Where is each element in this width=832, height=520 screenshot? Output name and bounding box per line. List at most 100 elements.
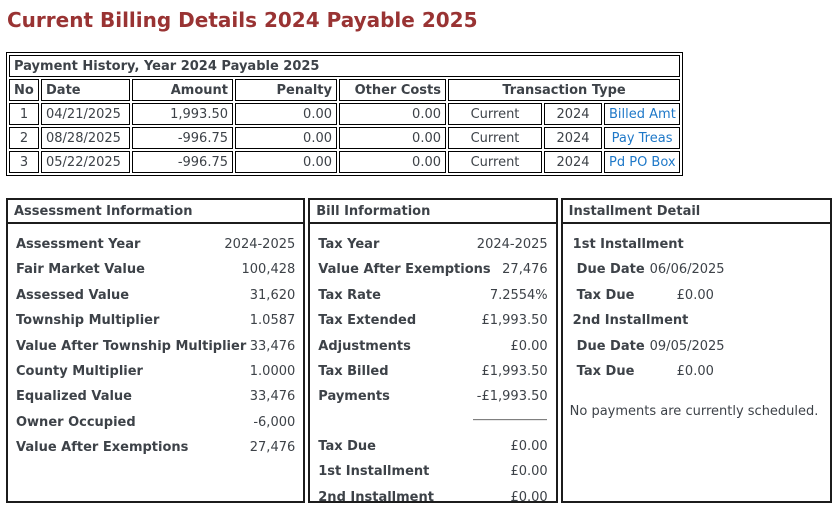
table-row: 2 08/28/2025 -996.75 0.00 0.00 Current 2… [9,127,681,149]
row-value: £0.00 [510,438,548,454]
cell-penalty: 0.00 [235,103,337,125]
row-label: Fair Market Value [16,262,145,278]
row-label: Equalized Value [16,389,132,405]
row-label: Assessed Value [16,287,130,303]
col-header-penalty: Penalty [235,79,337,101]
row-label: County Multiplier [16,364,143,380]
assessment-row: Value After Exemptions 27,476 [14,435,297,460]
row-label: Adjustments [318,338,411,354]
cell-other-costs: 0.00 [339,127,446,149]
row-value: 2024-2025 [476,237,548,252]
row-label: Tax Year [318,237,380,252]
cell-no: 3 [9,151,39,173]
tax-due-label: Tax Due [576,287,635,303]
no-payments-note: No payments are currently scheduled. [569,404,819,420]
col-header-date: Date [41,79,130,101]
due-date-row: Due Date 06/06/2025 [569,257,824,282]
assessment-row: County Multiplier 1.0000 [14,359,297,384]
row-value: -£1,993.50 [476,389,548,405]
row-value: 7.2554% [489,287,548,303]
row-value: 33,476 [249,389,296,405]
tax-due-label: Tax Due [576,364,635,380]
installment-detail-panel: Installment Detail 1st Installment Due D… [560,198,832,503]
due-date-value: 09/05/2025 [649,338,725,354]
cell-transaction-status: Current [448,103,542,125]
row-value: 2024-2025 [224,237,296,252]
bill-row: 2nd Installment £0.00 [316,485,549,510]
row-value: 27,476 [249,440,296,456]
row-label: Tax Rate [318,287,381,303]
bill-row: Tax Billed £1,993.50 [316,359,549,384]
assessment-row: Fair Market Value 100,428 [14,257,297,282]
row-value: £0.00 [510,338,548,354]
page-title: Current Billing Details 2024 Payable 202… [7,8,478,32]
payment-history-title: Payment History, Year 2024 Payable 2025 [9,55,681,77]
bill-row: Payments -£1,993.50 [316,384,549,409]
row-value: -6,000 [253,414,296,430]
row-value: 27,476 [502,262,548,278]
row-label: 1st Installment [318,464,430,480]
tax-due-value: £0.00 [676,287,714,303]
row-label: Tax Extended [318,313,417,329]
col-header-other-costs: Other Costs [339,79,446,101]
bill-row: 1st Installment £0.00 [316,459,549,484]
row-label: Payments [318,389,390,405]
row-label: 2nd Installment [318,489,434,505]
row-value: £0.00 [510,489,548,505]
row-value: 1.0587 [249,313,296,329]
tax-due-value: £0.00 [676,364,714,380]
col-header-no: No [9,79,39,101]
row-label: Tax Billed [318,364,389,380]
tax-due-row: Tax Due £0.00 [569,359,824,384]
installment-panel-title: Installment Detail [562,200,830,224]
bill-row: Tax Due £0.00 [316,434,549,459]
cell-transaction-status: Current [448,151,542,173]
bill-row: Tax Extended £1,993.50 [316,308,549,333]
payment-history-table: Payment History, Year 2024 Payable 2025 … [6,52,684,176]
row-label: Tax Due [318,438,377,454]
payments-total-divider [472,418,547,421]
due-date-label: Due Date [576,338,645,354]
assessment-row: Assessment Year 2024-2025 [14,232,297,257]
detail-panels: Assessment Information Assessment Year 20… [6,198,832,505]
cell-date: 05/22/2025 [41,151,130,173]
row-label: Township Multiplier [16,313,160,329]
cell-transaction-year: 2024 [544,127,602,149]
cell-other-costs: 0.00 [339,151,446,173]
cell-other-costs: 0.00 [339,103,446,125]
due-date-value: 06/06/2025 [649,262,725,278]
due-date-row: Due Date 09/05/2025 [569,334,824,359]
assessment-row: Value After Township Multiplier 33,476 [14,334,297,359]
cell-penalty: 0.00 [235,151,337,173]
first-installment-heading: 1st Installment [572,237,684,252]
bill-information-panel: Bill Information Tax Year 2024-2025 Value… [308,198,558,505]
transaction-type-link[interactable]: Pay Treas [611,130,673,146]
transaction-type-link[interactable]: Billed Amt [609,106,676,122]
row-value: 33,476 [249,338,296,354]
assessment-information-panel: Assessment Information Assessment Year 20… [6,198,306,503]
cell-date: 04/21/2025 [41,103,130,125]
row-label: Value After Exemptions [16,440,189,456]
row-value: £1,993.50 [481,364,548,380]
assessment-row: Owner Occupied -6,000 [14,410,297,435]
bill-row: Tax Year 2024-2025 [316,232,549,257]
col-header-amount: Amount [132,79,233,101]
bill-row: Tax Rate 7.2554% [316,283,549,308]
assessment-row: Township Multiplier 1.0587 [14,308,297,333]
row-label: Value After Exemptions [318,262,491,278]
bill-row: Adjustments £0.00 [316,334,549,359]
cell-transaction-year: 2024 [544,151,602,173]
cell-no: 1 [9,103,39,125]
cell-no: 2 [9,127,39,149]
row-label: Assessment Year [16,237,141,252]
cell-amount: -996.75 [132,151,233,173]
due-date-label: Due Date [576,262,645,278]
cell-transaction-status: Current [448,127,542,149]
assessment-row: Assessed Value 31,620 [14,283,297,308]
payment-history-title-row: Payment History, Year 2024 Payable 2025 [9,55,681,77]
cell-penalty: 0.00 [235,127,337,149]
payment-history-header-row: No Date Amount Penalty Other Costs Trans… [9,79,681,101]
table-row: 3 05/22/2025 -996.75 0.00 0.00 Current 2… [9,151,681,173]
transaction-type-link[interactable]: Pd PO Box [609,154,676,170]
row-value: 1.0000 [249,364,296,380]
